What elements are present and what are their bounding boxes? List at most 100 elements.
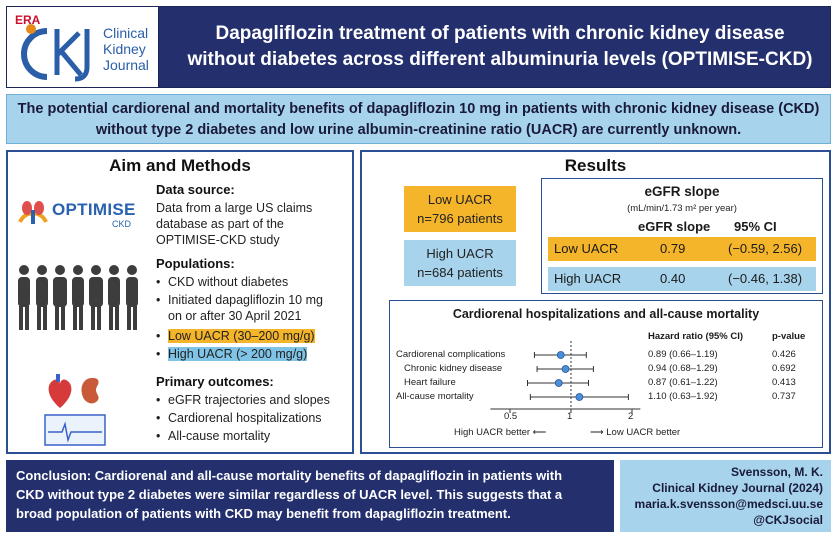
intro-statement: The potential cardiorenal and mortality … xyxy=(6,94,831,144)
population-text: Initiated dapagliflozin 10 mg xyxy=(168,293,323,307)
forest-plot-graphic xyxy=(490,341,641,413)
outcome-item: eGFR trajectories and slopes xyxy=(156,392,330,408)
egfr-row-slope: 0.40 xyxy=(660,271,686,286)
forest-row-hr: 1.10 (0.63–1.92) xyxy=(648,391,718,402)
intro-line: The potential cardiorenal and mortality … xyxy=(17,101,820,117)
forest-row-hr: 0.89 (0.66–1.19) xyxy=(648,349,718,360)
low-uacr-group: Low UACR n=796 patients xyxy=(404,186,516,232)
outcomes-label: Primary outcomes: xyxy=(156,374,274,389)
header-banner: ERA Clinical Kidney Journal Dapagliflozi… xyxy=(6,6,831,88)
panel-title: Aim and Methods xyxy=(109,156,251,175)
forest-row-p: 0.737 xyxy=(772,391,796,402)
forest-point xyxy=(554,379,563,387)
forest-tick-label: 2 xyxy=(628,411,634,422)
egfr-slope-table: eGFR slope (mL/min/1.73 m² per year) eGF… xyxy=(541,178,823,294)
journal-logo: ERA Clinical Kidney Journal xyxy=(7,7,159,87)
forest-tick-label: 0.5 xyxy=(504,411,518,422)
population-item: Initiated dapagliflozin 10 mg xyxy=(156,292,323,308)
data-source-text: Data from a large US claims database as … xyxy=(156,200,312,248)
group-n: n=796 patients xyxy=(417,211,503,226)
data-source-line: OPTIMISE-CKD study xyxy=(156,233,280,247)
forest-tick-label: 1 xyxy=(567,411,573,422)
high-uacr-highlight: High UACR (> 200 mg/g) xyxy=(168,347,308,361)
egfr-row-low: Low UACR 0.79 (−0.59, 2.56) xyxy=(548,237,816,261)
forest-row-p: 0.413 xyxy=(772,377,796,388)
outcome-item: All-cause mortality xyxy=(156,428,270,444)
kidney-logo-icon xyxy=(18,201,48,224)
outcome-text: All-cause mortality xyxy=(168,429,271,443)
forest-row-label: Cardiorenal complications xyxy=(396,349,506,360)
forest-point xyxy=(575,393,584,401)
citation-email[interactable]: maria.k.svensson@medsci.uu.se xyxy=(634,497,823,511)
egfr-col-ci: 95% CI xyxy=(734,219,777,234)
forest-col-p: p-value xyxy=(772,331,806,342)
egfr-title: eGFR slope xyxy=(644,184,720,199)
logo-line: Journal xyxy=(103,57,149,73)
egfr-row-name: High UACR xyxy=(554,271,622,286)
group-name: Low UACR xyxy=(427,192,493,207)
forest-left-label: High UACR better ⟵ xyxy=(454,427,547,438)
era-logo-text: ERA xyxy=(15,13,41,27)
citation-social[interactable]: @CKJsocial xyxy=(753,513,823,527)
panel-title: Results xyxy=(564,156,627,175)
data-source-line: Data from a large US claims xyxy=(156,201,313,215)
citation-journal: Clinical Kidney Journal (2024) xyxy=(652,481,823,495)
optimise-logo: OPTIMISE CKD xyxy=(16,194,144,234)
egfr-row-ci: (−0.46, 1.38) xyxy=(728,271,803,286)
high-uacr-group: High UACR n=684 patients xyxy=(404,240,516,286)
optimise-logo-text: OPTIMISE xyxy=(52,200,136,219)
egfr-row-ci: (−0.59, 2.56) xyxy=(728,241,803,256)
citation-box: Svensson, M. K. Clinical Kidney Journal … xyxy=(620,460,831,532)
population-item: Low UACR (30–200 mg/g) xyxy=(156,328,315,344)
egfr-row-name: Low UACR xyxy=(554,241,619,256)
population-text: on or after 30 April 2021 xyxy=(168,309,302,323)
forest-title: Cardiorenal hospitalizations and all-cau… xyxy=(452,307,760,321)
outcome-text: Cardiorenal hospitalizations xyxy=(168,411,322,425)
data-source-line: database as part of the xyxy=(156,217,284,231)
journal-name: Clinical Kidney Journal xyxy=(103,25,149,73)
heart-kidney-icon xyxy=(48,374,99,408)
patients-icon xyxy=(18,265,138,330)
forest-row-hr: 0.94 (0.68–1.29) xyxy=(648,363,718,374)
populations-label: Populations: xyxy=(156,256,235,271)
conclusion-line: CKD without type 2 diabetes were similar… xyxy=(16,487,563,502)
forest-row-label: Chronic kidney disease xyxy=(404,363,503,374)
population-text: CKD without diabetes xyxy=(168,275,289,289)
forest-point xyxy=(561,365,570,373)
conclusion-line: Conclusion: Cardiorenal and all-cause mo… xyxy=(16,468,563,483)
egfr-col-slope: eGFR slope xyxy=(638,219,711,234)
forest-row-hr: 0.87 (0.61–1.22) xyxy=(648,377,718,388)
egfr-row-slope: 0.79 xyxy=(660,241,686,256)
group-name: High UACR xyxy=(426,246,494,261)
egfr-unit: (mL/min/1.73 m² per year) xyxy=(627,203,737,214)
optimise-logo-sub: CKD xyxy=(112,219,132,229)
forest-col-hr: Hazard ratio (95% CI) xyxy=(648,331,744,342)
conclusion-box: Conclusion: Cardiorenal and all-cause mo… xyxy=(6,460,614,532)
logo-line: Clinical xyxy=(103,25,149,41)
title-line: without diabetes across different albumi… xyxy=(187,49,813,70)
ecg-icon xyxy=(44,414,106,446)
ckj-logo-icon xyxy=(21,24,90,82)
forest-right-label: ⟶ Low UACR better xyxy=(590,427,681,438)
data-source-label: Data source: xyxy=(156,182,235,197)
population-item: High UACR (> 200 mg/g) xyxy=(156,346,308,362)
logo-line: Kidney xyxy=(103,41,146,57)
forest-point xyxy=(556,351,565,359)
conclusion-line: broad population of patients with CKD ma… xyxy=(16,506,511,521)
forest-row-p: 0.426 xyxy=(772,349,796,360)
outcome-text: eGFR trajectories and slopes xyxy=(168,393,330,407)
low-uacr-highlight: Low UACR (30–200 mg/g) xyxy=(168,329,315,343)
forest-row-p: 0.692 xyxy=(772,363,796,374)
population-item: CKD without diabetes xyxy=(156,274,288,290)
forest-plot: Cardiorenal hospitalizations and all-cau… xyxy=(389,300,823,448)
page-title: Dapagliflozin treatment of patients with… xyxy=(175,21,825,73)
title-line: Dapagliflozin treatment of patients with… xyxy=(215,23,785,44)
forest-row-label: Heart failure xyxy=(404,377,456,388)
group-n: n=684 patients xyxy=(417,265,503,280)
forest-row-label: All-cause mortality xyxy=(396,391,474,402)
intro-line: without type 2 diabetes and low urine al… xyxy=(95,122,742,138)
egfr-row-high: High UACR 0.40 (−0.46, 1.38) xyxy=(548,267,816,291)
outcome-item: Cardiorenal hospitalizations xyxy=(156,410,322,426)
citation-author: Svensson, M. K. xyxy=(730,465,823,479)
